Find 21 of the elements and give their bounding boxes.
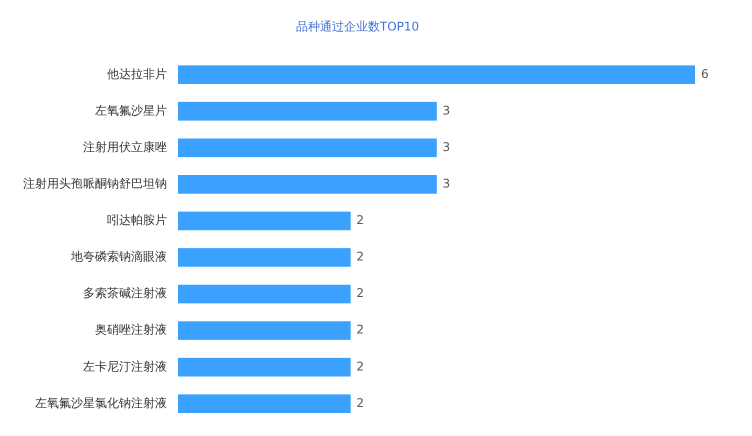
y-tick-label: 多索茶碱注射液 <box>83 286 167 300</box>
data-label: 2 <box>356 213 364 228</box>
data-label: 2 <box>356 359 364 374</box>
y-tick-label: 左氧氟沙星氯化钠注射液 <box>35 396 167 410</box>
y-tick-label: 左卡尼汀注射液 <box>83 359 167 374</box>
y-tick-label: 左氧氟沙星片 <box>95 103 167 118</box>
y-tick-label: 吲达帕胺片 <box>107 213 167 228</box>
data-label: 3 <box>442 176 450 190</box>
chart-title: 品种通过企业数TOP10 <box>296 19 420 34</box>
data-label: 2 <box>356 396 364 410</box>
data-label: 2 <box>356 286 364 300</box>
data-label: 3 <box>442 103 450 118</box>
data-label: 2 <box>356 322 364 337</box>
y-tick-label: 奥硝唑注射液 <box>95 322 167 337</box>
y-tick-label: 注射用伏立康唑 <box>83 140 167 154</box>
data-label: 3 <box>442 140 450 154</box>
data-label: 6 <box>701 66 709 81</box>
y-tick-label: 注射用头孢哌酮钠舒巴坦钠 <box>23 176 167 190</box>
y-tick-label: 地夸磷索钠滴眼液 <box>70 250 167 264</box>
data-label: 2 <box>356 250 364 264</box>
y-tick-label: 他达拉非片 <box>107 66 167 81</box>
